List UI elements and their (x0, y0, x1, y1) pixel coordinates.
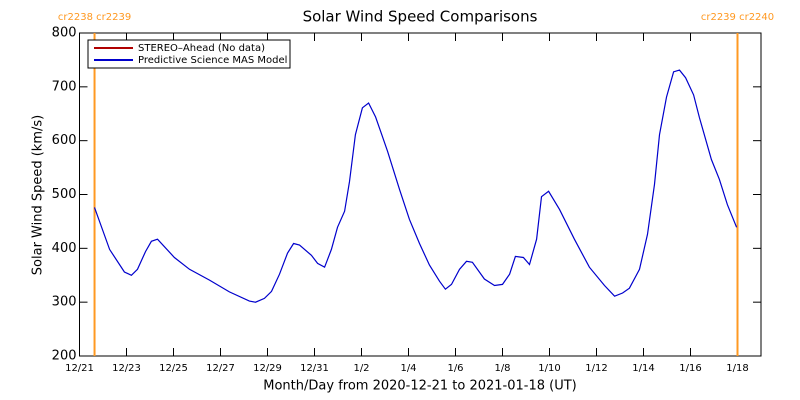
x-tick-label: 1/18 (726, 363, 748, 374)
chart-title: Solar Wind Speed Comparisons (303, 8, 538, 26)
legend-box (87, 39, 291, 69)
x-tick-label: 1/14 (632, 363, 654, 374)
legend-label: STEREO–Ahead (No data) (138, 43, 265, 54)
plot-frame (79, 32, 762, 357)
x-tick-label: 12/23 (112, 363, 141, 374)
y-tick-label: 400 (52, 241, 77, 256)
x-tick-label: 1/12 (585, 363, 607, 374)
y-tick-label: 200 (52, 349, 77, 364)
x-axis-label: Month/Day from 2020-12-21 to 2021-01-18 … (263, 379, 576, 394)
carrington-label: cr2239 cr2240 (701, 12, 774, 23)
x-tick-label: 12/25 (159, 363, 188, 374)
y-axis-label: Solar Wind Speed (km/s) (31, 115, 46, 275)
x-tick-label: 12/21 (65, 363, 94, 374)
y-tick-label: 600 (52, 133, 77, 148)
x-tick-label: 1/8 (494, 363, 510, 374)
y-tick-label: 800 (52, 26, 77, 41)
y-tick-label: 300 (52, 295, 77, 310)
x-tick-label: 12/31 (300, 363, 329, 374)
series-line (93, 69, 738, 303)
y-tick-label: 500 (52, 187, 77, 202)
x-tick-label: 1/16 (679, 363, 701, 374)
legend-label: Predictive Science MAS Model (138, 55, 287, 66)
x-tick-label: 1/10 (538, 363, 560, 374)
x-tick-label: 12/27 (206, 363, 235, 374)
y-tick-label: 700 (52, 79, 77, 94)
x-tick-label: 1/4 (400, 363, 416, 374)
x-tick-label: 1/2 (353, 363, 369, 374)
x-tick-label: 1/6 (447, 363, 463, 374)
carrington-label: cr2238 cr2239 (58, 12, 131, 23)
x-tick-label: 12/29 (253, 363, 282, 374)
